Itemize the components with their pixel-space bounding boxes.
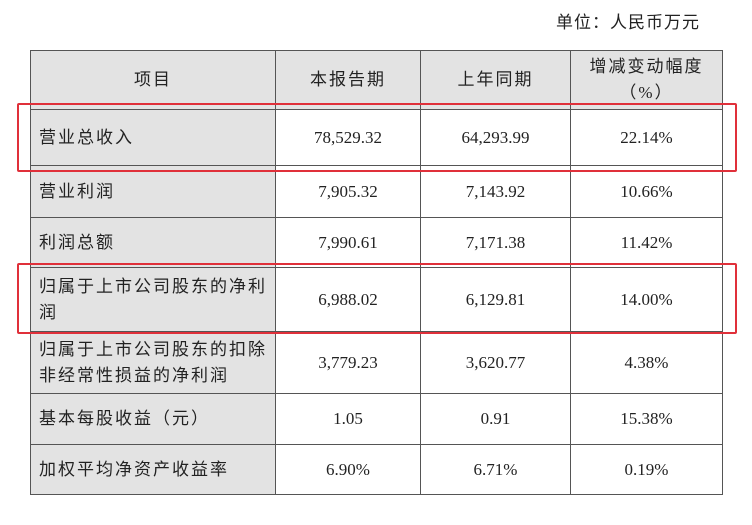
column-header: 项目 — [30, 50, 276, 110]
cell: 3,779.23 — [275, 331, 421, 394]
cell: 7,990.61 — [275, 217, 421, 268]
cell: 0.91 — [420, 393, 571, 445]
cell: 6.71% — [420, 444, 571, 495]
row-label: 加权平均净资产收益率 — [30, 444, 276, 495]
cell: 6,129.81 — [420, 267, 571, 332]
row-label: 归属于上市公司股东的净利润 — [30, 267, 276, 332]
cell: 1.05 — [275, 393, 421, 445]
cell: 0.19% — [570, 444, 723, 495]
highlight-box — [17, 263, 737, 334]
cell: 7,171.38 — [420, 217, 571, 268]
table-row: 营业总收入 78,529.32 64,293.99 22.14% — [30, 109, 723, 166]
cell: 7,905.32 — [275, 165, 421, 218]
table-row: 加权平均净资产收益率 6.90% 6.71% 0.19% — [30, 444, 723, 495]
cell: 64,293.99 — [420, 109, 571, 166]
table-row: 利润总额 7,990.61 7,171.38 11.42% — [30, 217, 723, 268]
table-body: 营业总收入 78,529.32 64,293.99 22.14% 营业利润 7,905.3… — [30, 109, 723, 495]
row-label: 归属于上市公司股东的扣除非经常性损益的净利润 — [30, 331, 276, 394]
cell: 3,620.77 — [420, 331, 571, 394]
column-header: 增减变动幅度（%） — [570, 50, 723, 110]
unit-label: 单位：人民币万元 — [556, 13, 700, 32]
table-row: 基本每股收益（元） 1.05 0.91 15.38% — [30, 393, 723, 445]
cell: 15.38% — [570, 393, 723, 445]
row-label: 利润总额 — [30, 217, 276, 268]
financial-table: 项目 本报告期 上年同期 增减变动幅度（%） 营业总收入 78,529.32 64,293… — [30, 50, 723, 495]
cell: 6,988.02 — [275, 267, 421, 332]
header-row: 项目 本报告期 上年同期 增减变动幅度（%） — [30, 50, 723, 110]
row-label: 营业总收入 — [30, 109, 276, 166]
cell: 10.66% — [570, 165, 723, 218]
table-row: 归属于上市公司股东的净利润 6,988.02 6,129.81 14.00% — [30, 267, 723, 332]
cell: 4.38% — [570, 331, 723, 394]
cell: 7,143.92 — [420, 165, 571, 218]
row-label: 营业利润 — [30, 165, 276, 218]
table-row: 归属于上市公司股东的扣除非经常性损益的净利润 3,779.23 3,620.77 4.… — [30, 331, 723, 394]
column-header: 本报告期 — [275, 50, 421, 110]
row-label: 基本每股收益（元） — [30, 393, 276, 445]
cell: 11.42% — [570, 217, 723, 268]
cell: 6.90% — [275, 444, 421, 495]
column-header: 上年同期 — [420, 50, 571, 110]
highlight-box — [17, 103, 737, 172]
table-row: 营业利润 7,905.32 7,143.92 10.66% — [30, 165, 723, 218]
